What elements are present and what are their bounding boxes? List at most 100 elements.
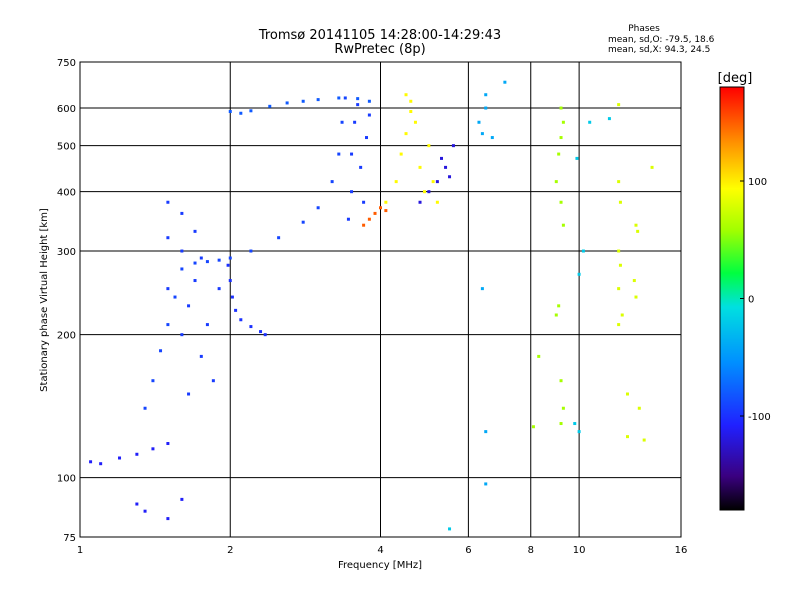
- echo-point: [418, 200, 422, 204]
- colorbar-tick-label: -100: [748, 412, 771, 423]
- echo-point: [234, 308, 238, 312]
- echo-point: [205, 323, 209, 327]
- echo-point: [356, 97, 360, 101]
- echo-point: [316, 98, 320, 102]
- echo-point: [373, 211, 377, 215]
- echo-point: [367, 217, 371, 221]
- echo-point: [617, 323, 621, 327]
- echo-point: [228, 256, 232, 260]
- echo-point: [301, 220, 305, 224]
- echo-point: [531, 425, 535, 429]
- echo-point: [143, 509, 147, 513]
- echo-point: [151, 379, 155, 383]
- echo-point: [484, 430, 488, 434]
- echo-point: [618, 200, 622, 204]
- echo-point: [343, 96, 347, 100]
- echo-point: [350, 190, 354, 194]
- echo-point: [166, 200, 170, 204]
- y-tick-label: 200: [57, 331, 76, 342]
- echo-point: [642, 438, 646, 442]
- echo-point: [557, 152, 561, 156]
- echo-point: [193, 261, 197, 265]
- echo-point: [557, 304, 561, 308]
- echo-point: [187, 392, 191, 396]
- x-tick-label: 8: [528, 545, 534, 556]
- echo-point: [211, 379, 215, 383]
- echo-point: [356, 103, 360, 107]
- echo-point: [617, 287, 621, 291]
- echo-point: [559, 422, 563, 426]
- colorbar-label: [deg]: [718, 71, 753, 86]
- echo-point: [365, 136, 369, 140]
- y-tick-label: 500: [57, 142, 76, 153]
- echo-point: [490, 136, 494, 140]
- echo-point: [503, 80, 507, 84]
- echo-point: [480, 287, 484, 291]
- echo-point: [337, 96, 341, 100]
- x-tick-label: 2: [227, 545, 233, 556]
- echo-point: [359, 165, 363, 169]
- echo-point: [259, 330, 263, 334]
- echo-point: [409, 99, 413, 103]
- echo-point: [607, 117, 611, 121]
- echo-point: [143, 406, 147, 410]
- echo-point: [180, 497, 184, 501]
- echo-point: [362, 223, 366, 227]
- echo-point: [166, 236, 170, 240]
- echo-point: [180, 249, 184, 253]
- y-tick-label: 750: [57, 58, 76, 69]
- echo-point: [118, 456, 122, 460]
- echo-point: [205, 260, 209, 264]
- echo-point: [180, 211, 184, 215]
- x-tick-label: 10: [573, 545, 586, 556]
- echo-point: [559, 379, 563, 383]
- echo-point: [620, 313, 624, 317]
- echo-point: [561, 120, 565, 124]
- echo-point: [159, 349, 163, 353]
- echo-point: [89, 460, 93, 464]
- echo-point: [484, 482, 488, 486]
- echo-point: [249, 249, 253, 253]
- echo-point: [617, 180, 621, 184]
- echo-point: [561, 223, 565, 227]
- echo-point: [228, 109, 232, 113]
- echo-point: [301, 99, 305, 103]
- echo-point: [617, 103, 621, 107]
- echo-point: [559, 106, 563, 110]
- echo-point: [418, 165, 422, 169]
- y-axis-label: Stationary phase Virtual Height [km]: [39, 208, 50, 392]
- echo-point: [625, 392, 629, 396]
- echo-point: [394, 180, 398, 184]
- echo-point: [239, 318, 243, 322]
- echo-point: [346, 217, 350, 221]
- echo-point: [404, 132, 408, 136]
- echo-point: [199, 354, 203, 358]
- echo-point: [537, 354, 541, 358]
- echo-point: [166, 323, 170, 327]
- echo-point: [577, 430, 581, 434]
- echo-point: [367, 99, 371, 103]
- echo-point: [559, 200, 563, 204]
- echo-point: [226, 263, 230, 267]
- y-tick-label: 300: [57, 247, 76, 258]
- echo-point: [379, 206, 382, 210]
- x-axis-label: Frequency [MHz]: [338, 560, 422, 571]
- chart-title-line-2: RwPretec (8p): [334, 42, 425, 57]
- echo-point: [277, 236, 281, 240]
- echo-point: [588, 120, 592, 124]
- echo-point: [480, 132, 484, 136]
- echo-point: [632, 279, 636, 283]
- echo-point: [135, 502, 139, 506]
- echo-point: [440, 156, 444, 160]
- y-tick-label: 400: [57, 188, 76, 199]
- echo-point: [228, 279, 232, 283]
- echo-point: [353, 120, 357, 124]
- echo-point: [581, 249, 585, 253]
- echo-point: [230, 295, 234, 299]
- echo-point: [384, 209, 388, 213]
- chart-title-line-1: Tromsø 20141105 14:28:00-14:29:43: [258, 28, 501, 43]
- echo-point: [239, 111, 243, 115]
- echo-point: [193, 279, 197, 283]
- echo-point: [180, 267, 184, 271]
